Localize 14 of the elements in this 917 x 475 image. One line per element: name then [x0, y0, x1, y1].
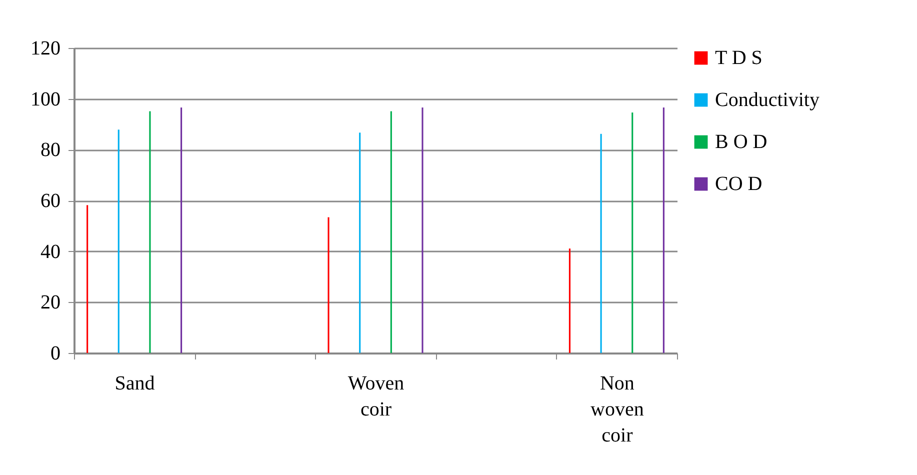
y-tick-label: 100	[30, 88, 60, 110]
x-tick-label: Non woven coir	[590, 372, 644, 446]
y-tick-label: 20	[40, 292, 60, 314]
legend-label: T D S	[715, 47, 762, 69]
legend-label: Conductivity	[715, 89, 820, 111]
y-tick-label: 40	[40, 240, 60, 263]
y-tick-label: 60	[40, 190, 60, 212]
legend-label: CO D	[715, 173, 762, 195]
x-tick-label: Woven coir	[348, 372, 404, 420]
y-tick-label: 120	[30, 38, 60, 60]
x-tick-label: Sand	[114, 372, 155, 394]
y-tick-label: 80	[40, 139, 60, 162]
y-tick-label: 0	[50, 342, 60, 364]
legend-label: B O D	[715, 131, 768, 153]
